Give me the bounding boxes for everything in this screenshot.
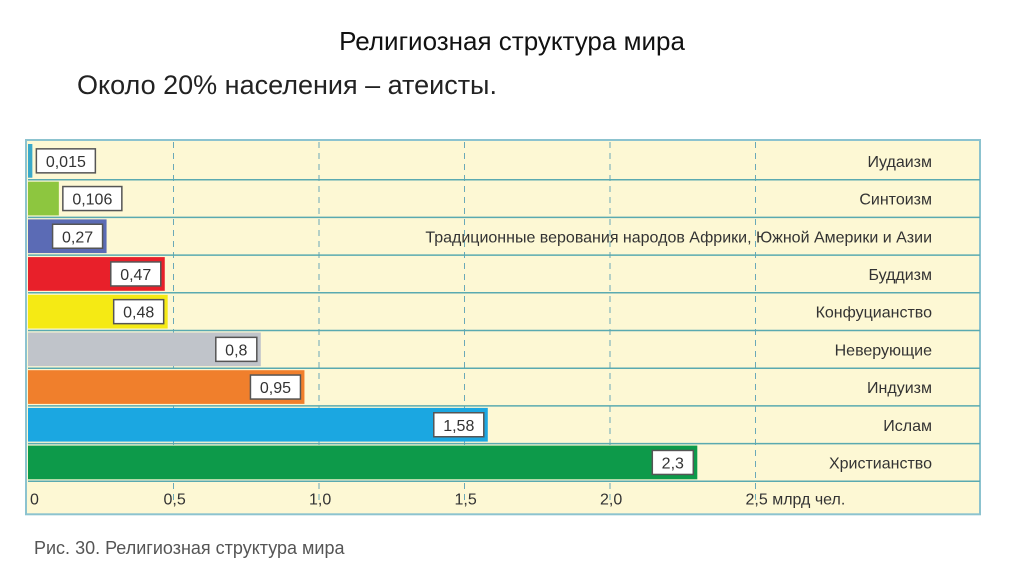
value-label-box [35, 148, 97, 174]
category-label: Ислам [883, 418, 932, 435]
value-label-box [249, 374, 302, 400]
slide-title: Религиозная структура мира [339, 26, 685, 56]
value-label: 0,47 [120, 267, 151, 284]
figure-caption: Рис. 30. Религиозная структура мира [34, 538, 345, 558]
value-label-box [433, 412, 485, 438]
category-label: Конфуцианство [816, 305, 933, 322]
category-label: Христианство [829, 455, 932, 472]
category-label: Буддизм [868, 267, 932, 284]
bar [28, 181, 59, 216]
value-label-box [62, 185, 123, 212]
x-tick-label: 1,0 [309, 491, 331, 508]
value-label-box [651, 449, 695, 476]
slide-subtitle: Около 20% населения – атеисты. [77, 70, 497, 100]
category-label: Традиционные верования народов Африки, Ю… [425, 229, 932, 246]
x-tick-label: 0,5 [164, 491, 186, 508]
category-label: Неверующие [835, 342, 932, 359]
value-label: 0,015 [46, 154, 86, 171]
x-tick-label: 2,0 [600, 491, 622, 508]
x-tick-label: 1,5 [455, 491, 477, 508]
category-label: Индуизм [867, 380, 932, 397]
value-label-box [110, 261, 162, 287]
bar [28, 144, 33, 178]
value-label-box [215, 336, 258, 363]
value-label: 0,8 [225, 342, 247, 359]
bar [28, 445, 698, 480]
value-label: 1,58 [443, 418, 474, 435]
value-label: 0,48 [123, 305, 154, 322]
value-label-box [51, 223, 104, 249]
category-label: Иудаизм [868, 154, 932, 171]
value-label-box [112, 298, 165, 325]
bar [28, 407, 488, 442]
value-label: 2,3 [662, 455, 684, 472]
value-label: 0,95 [260, 380, 291, 397]
category-label: Синтоизм [859, 192, 932, 209]
x-tick-label: 0 [30, 491, 39, 508]
value-label: 0,27 [62, 229, 93, 246]
value-label: 0,106 [72, 192, 112, 209]
x-tick-label: 2,5 млрд чел. [746, 491, 846, 508]
